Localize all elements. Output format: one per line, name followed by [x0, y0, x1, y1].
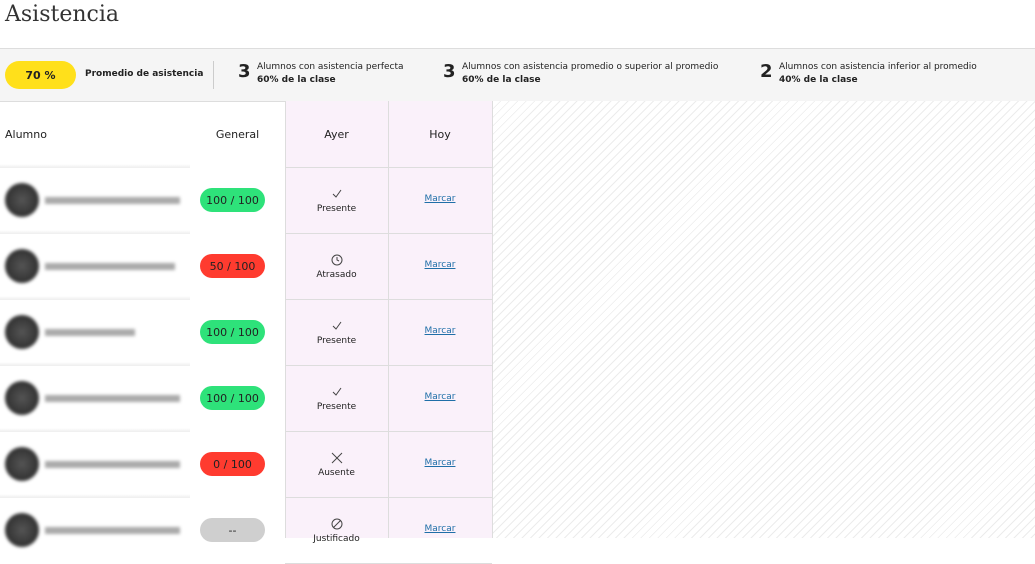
mark-link[interactable]: Marcar: [424, 524, 456, 534]
icon: [331, 254, 343, 266]
page-title: Asistencia: [5, 2, 120, 27]
general-pill: 100 / 100: [200, 188, 265, 212]
student-name: [45, 461, 180, 468]
summary-bar: 70 % Promedio de asistencia 3 Alumnos con…: [0, 48, 1035, 102]
mark-link[interactable]: Marcar: [424, 260, 456, 270]
status-label: Presente: [316, 204, 357, 214]
row-line: [285, 365, 492, 366]
stat-share: 60% de la clase: [462, 75, 541, 85]
icon: [332, 321, 342, 330]
row-line: [0, 428, 190, 432]
general-pill: 50 / 100: [200, 254, 265, 278]
row-line: [285, 299, 492, 300]
avatar: [5, 315, 39, 349]
student-name: [45, 395, 180, 402]
mark-link[interactable]: Marcar: [424, 392, 456, 402]
status-icon: [330, 450, 344, 464]
status-icon: [330, 186, 344, 200]
general-pill: 100 / 100: [200, 386, 265, 410]
status-label: Ausente: [318, 468, 355, 478]
attendance-table: Alumno General Ayer Hoy 100 / 100 Presente Mar…: [0, 0, 493, 564]
avatar: [5, 183, 39, 217]
mark-link[interactable]: Marcar: [424, 194, 456, 204]
header-line: [285, 167, 492, 168]
row-line: [0, 164, 190, 168]
empty-area: [493, 101, 1035, 538]
general-pill: 0 / 100: [200, 452, 265, 476]
student-name: [45, 197, 180, 204]
row-line: [285, 497, 492, 498]
stat-count: 3: [238, 61, 251, 82]
status-label: Presente: [316, 336, 357, 346]
column-header: General: [215, 127, 260, 141]
column-header: Ayer: [324, 127, 349, 141]
stat-share: 40% de la clase: [779, 75, 858, 85]
stat-count: 2: [760, 61, 773, 82]
student-name: [45, 263, 175, 270]
divider: [213, 61, 214, 89]
icon: [331, 518, 343, 530]
row-line: [285, 431, 492, 432]
status-icon: [330, 252, 344, 266]
student-name: [45, 329, 135, 336]
general-pill: --: [200, 518, 265, 542]
stat-share: 60% de la clase: [257, 75, 336, 85]
icon: [331, 452, 343, 464]
column-line: [388, 101, 389, 538]
avatar: [5, 447, 39, 481]
row-line: [0, 296, 190, 300]
average-pill: 70 %: [5, 61, 76, 89]
icon: [332, 387, 342, 396]
mark-link[interactable]: Marcar: [424, 458, 456, 468]
column-header: Alumno: [5, 127, 47, 141]
mark-link[interactable]: Marcar: [424, 326, 456, 336]
row-line: [0, 362, 190, 366]
column-line: [285, 101, 286, 538]
average-label: Promedio de asistencia: [85, 69, 204, 79]
row-line: [0, 230, 190, 234]
stat-label: Alumnos con asistencia perfecta: [257, 62, 404, 72]
general-pill: 100 / 100: [200, 320, 265, 344]
avatar: [5, 513, 39, 547]
status-icon: [330, 516, 344, 530]
stat-count: 3: [443, 61, 456, 82]
stat-label: Alumnos con asistencia promedio o superi…: [462, 62, 719, 72]
stat-label: Alumnos con asistencia inferior al prome…: [779, 62, 977, 72]
icon: [332, 189, 342, 198]
row-line: [285, 233, 492, 234]
row-line: [0, 494, 190, 498]
status-label: Atrasado: [316, 270, 357, 280]
status-icon: [330, 318, 344, 332]
status-icon: [330, 384, 344, 398]
column-header: Hoy: [429, 127, 451, 141]
status-label: Justificado: [313, 534, 360, 544]
avatar: [5, 381, 39, 415]
avatar: [5, 249, 39, 283]
column-line: [492, 101, 493, 538]
status-label: Presente: [316, 402, 357, 412]
student-name: [45, 527, 180, 534]
